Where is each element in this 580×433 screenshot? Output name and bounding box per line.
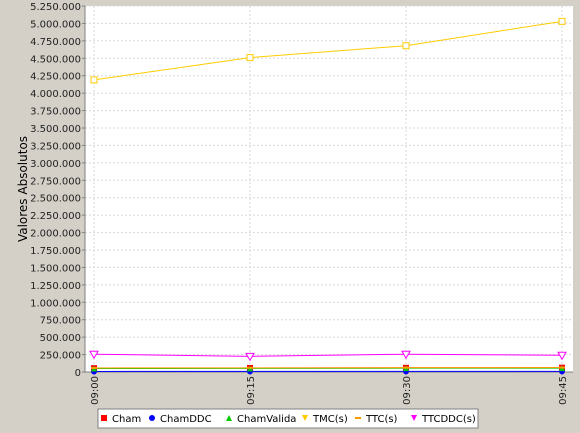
y-tick-label: 4.000.000: [30, 89, 81, 100]
x-tick-label: 09:15: [246, 376, 257, 405]
y-tick-label: 3.000.000: [30, 159, 81, 170]
data-point-ttc-s: [403, 367, 409, 369]
data-point-ttc-s: [247, 367, 253, 369]
y-tick-label: 1.250.000: [30, 281, 81, 292]
legend-marker-ttc-s: [355, 417, 361, 419]
data-point-tmc-s: [91, 77, 97, 83]
legend-label-ttcddc-s: TTCDDC(s): [421, 414, 476, 425]
data-point-tmc-s: [403, 43, 409, 49]
y-axis-label: Valores Absolutos: [16, 136, 30, 242]
data-point-tmc-s: [247, 55, 253, 61]
x-axis-ticks: 09:00 09:15 09:30 09:45: [90, 372, 569, 405]
y-tick-label: 500.000: [40, 333, 81, 344]
y-tick-label: 2.000.000: [30, 229, 81, 240]
y-tick-label: 3.500.000: [30, 124, 81, 135]
x-tick-label: 09:00: [90, 376, 101, 405]
legend: Cham ChamDDC ChamValida TMC(s) TTC(s) TTCDDC(…: [98, 409, 478, 428]
plot-background: [85, 6, 573, 372]
data-point-ttc-s: [559, 367, 565, 369]
x-tick-label: 09:45: [558, 376, 569, 405]
y-tick-label: 1.000.000: [30, 298, 81, 309]
data-point-ttc-s: [91, 367, 97, 369]
y-axis-ticks: 0 250.000 500.000 750.000 1.000.000 1.250.000…: [30, 2, 85, 379]
y-tick-label: 4.250.000: [30, 72, 81, 83]
x-tick-label: 09:30: [402, 376, 413, 405]
legend-label-chamddc: ChamDDC: [160, 414, 212, 425]
y-tick-label: 2.500.000: [30, 194, 81, 205]
legend-marker-chamddc: [149, 415, 155, 421]
legend-label-chamvalida: ChamValida: [237, 414, 296, 425]
y-tick-label: 5.250.000: [30, 2, 81, 13]
legend-label-ttc-s: TTC(s): [365, 414, 398, 425]
y-tick-label: 3.250.000: [30, 141, 81, 152]
y-tick-label: 4.750.000: [30, 37, 81, 48]
y-tick-label: 750.000: [40, 316, 81, 327]
y-tick-label: 3.750.000: [30, 107, 81, 118]
y-tick-label: 1.750.000: [30, 246, 81, 257]
y-tick-label: 2.750.000: [30, 176, 81, 187]
y-tick-label: 2.250.000: [30, 211, 81, 222]
legend-label-cham: Cham: [112, 414, 141, 425]
y-tick-label: 4.500.000: [30, 54, 81, 65]
y-tick-label: 250.000: [40, 351, 81, 362]
y-tick-label: 0: [75, 368, 81, 379]
data-point-tmc-s: [559, 18, 565, 24]
y-tick-label: 1.500.000: [30, 263, 81, 274]
legend-marker-cham: [101, 415, 107, 421]
y-tick-label: 5.000.000: [30, 19, 81, 30]
legend-label-tmc-s: TMC(s): [312, 414, 348, 425]
